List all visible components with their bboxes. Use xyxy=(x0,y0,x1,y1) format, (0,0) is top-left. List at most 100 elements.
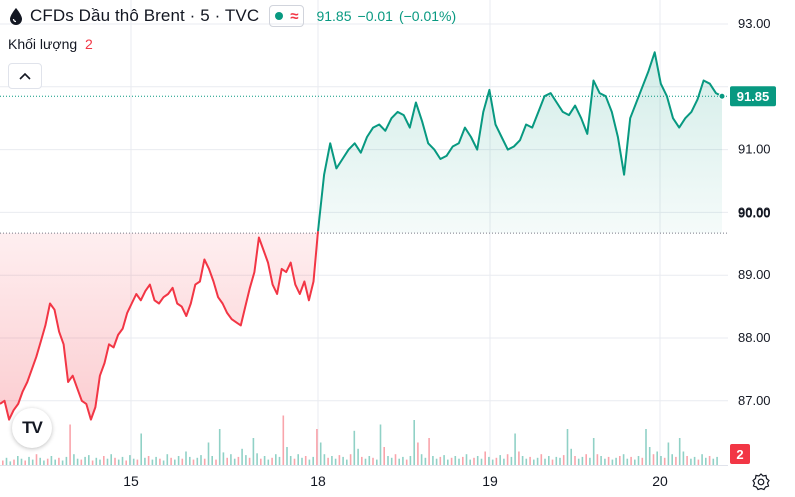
volume-bar xyxy=(634,459,636,465)
volume-bar xyxy=(215,459,217,465)
volume-bar xyxy=(525,458,528,465)
volume-bar xyxy=(480,458,483,465)
volume-bar xyxy=(589,457,591,465)
price-change-percent: (−0.01%) xyxy=(398,8,457,24)
volume-bar xyxy=(566,429,569,465)
volume-bar xyxy=(286,447,288,465)
volume-bar xyxy=(88,455,90,465)
baseline-price-label: 90.00 xyxy=(738,205,771,220)
volume-bar xyxy=(200,455,202,465)
volume-bar xyxy=(619,456,621,465)
volume-bar xyxy=(529,456,531,465)
volume-bar xyxy=(488,456,490,465)
volume-bar xyxy=(312,456,314,465)
volume-bar xyxy=(248,457,251,465)
volume-bar xyxy=(708,456,711,465)
volume-bar xyxy=(693,456,696,465)
volume-bar xyxy=(271,457,273,465)
volume-bar xyxy=(697,459,700,465)
volume-bar xyxy=(282,415,285,465)
volume-bar xyxy=(413,420,415,465)
volume-bar xyxy=(405,459,408,465)
last-price-tag xyxy=(730,86,776,107)
volume-bar xyxy=(323,454,326,465)
volume-bar xyxy=(667,442,670,465)
volume-bar xyxy=(230,454,232,465)
volume-bar xyxy=(424,457,427,465)
volume-legend[interactable]: Khối lượng 2 xyxy=(8,36,93,52)
volume-bar xyxy=(316,429,318,465)
volume-bar xyxy=(54,459,56,465)
volume-bar xyxy=(443,455,445,465)
volume-bar xyxy=(304,456,307,465)
volume-bar xyxy=(65,456,68,465)
volume-bar xyxy=(174,459,176,465)
volume-bar xyxy=(24,460,26,465)
volume-bar xyxy=(596,454,599,465)
volume-bar xyxy=(361,456,363,465)
volume-bar xyxy=(555,456,558,465)
last-price-dot xyxy=(718,92,726,100)
volume-bar xyxy=(473,457,475,465)
chart-header: CFDs Dầu thô Brent · 5 · TVC ≈ 91.85 −0.… xyxy=(8,4,456,28)
volume-bar xyxy=(260,458,262,465)
volume-bar xyxy=(17,456,19,465)
volume-bar xyxy=(84,456,86,465)
y-tick-label: 91.00 xyxy=(738,142,771,157)
volume-bar xyxy=(159,458,161,465)
y-tick-label: 87.00 xyxy=(738,393,771,408)
volume-bar xyxy=(58,457,60,465)
market-open-dot-icon xyxy=(275,12,284,20)
volume-bar xyxy=(2,460,4,465)
volume-bar xyxy=(110,454,112,465)
volume-bar xyxy=(106,458,109,465)
volume-bar xyxy=(462,456,464,465)
price-line-below xyxy=(0,231,319,421)
volume-bar xyxy=(514,433,516,465)
volume-bar xyxy=(536,457,539,465)
volume-bar xyxy=(95,457,98,465)
volume-bar xyxy=(372,457,374,465)
volume-bar xyxy=(503,458,505,465)
volume-bar xyxy=(226,457,228,465)
volume-bar xyxy=(39,457,41,465)
volume-bar xyxy=(338,455,341,465)
volume-bar xyxy=(69,424,71,465)
price-quote: 91.85 −0.01 (−0.01%) xyxy=(316,8,456,24)
volume-bar xyxy=(103,456,105,465)
volume-bar xyxy=(570,448,572,465)
volume-bar xyxy=(364,458,367,465)
volume-bar xyxy=(252,438,255,465)
volume-bar xyxy=(31,459,34,465)
volume-bar xyxy=(162,460,165,465)
volume-bar xyxy=(334,458,337,465)
volume-bar xyxy=(76,458,79,465)
price-change: −0.01 xyxy=(357,8,393,24)
volume-bar xyxy=(450,457,453,465)
volume-bar xyxy=(675,456,677,465)
volume-bar xyxy=(671,454,673,465)
volume-bar xyxy=(218,429,221,465)
volume-bar xyxy=(346,459,348,465)
volume-bar xyxy=(417,442,419,465)
tradingview-logo[interactable]: TV xyxy=(12,408,52,448)
collapse-legend-button[interactable] xyxy=(8,63,42,89)
volume-bar xyxy=(469,459,471,465)
volume-bar xyxy=(705,457,707,465)
gear-icon[interactable] xyxy=(751,472,771,492)
volume-bar xyxy=(476,456,479,465)
volume-bar xyxy=(641,457,644,465)
market-status-pill[interactable]: ≈ xyxy=(269,5,305,27)
volume-bar xyxy=(353,430,356,465)
symbol-title[interactable]: CFDs Dầu thô Brent · 5 · TVC xyxy=(30,6,260,25)
volume-bar xyxy=(383,447,385,465)
volume-bar xyxy=(293,458,296,465)
volume-bar xyxy=(136,459,139,465)
volume-bar xyxy=(114,457,116,465)
volume-bar xyxy=(521,456,524,465)
y-tick-label: 88.00 xyxy=(738,330,771,345)
volume-bar xyxy=(439,456,442,465)
volume-value-tag-text: 2 xyxy=(736,447,743,462)
volume-bar xyxy=(129,455,131,465)
